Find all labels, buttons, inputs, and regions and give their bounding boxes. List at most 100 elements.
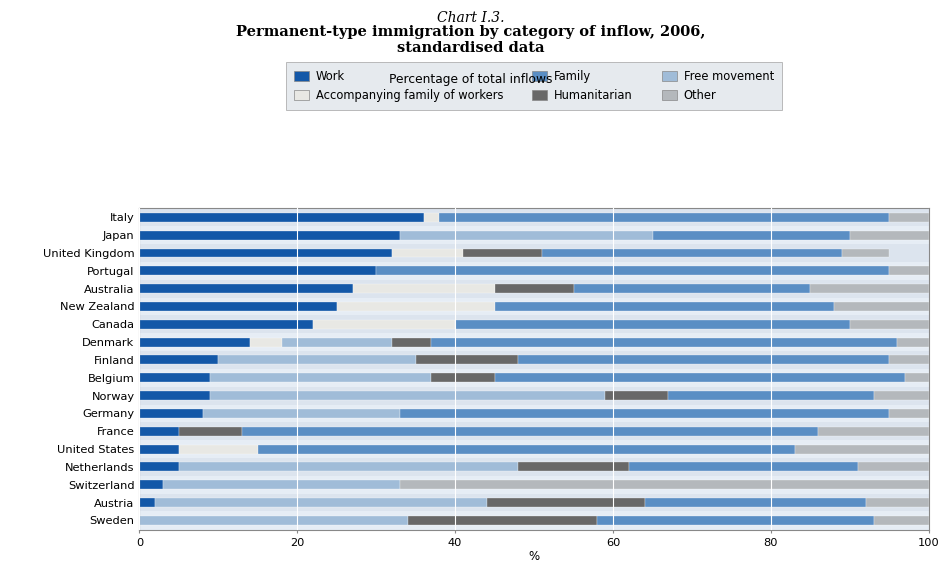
Bar [495,284,574,293]
Bar [139,333,929,351]
Bar [850,320,929,329]
Bar [139,226,929,244]
Bar [179,427,242,436]
Bar [889,213,929,222]
Bar [873,391,929,400]
Bar [542,249,842,257]
Bar [139,266,376,275]
Bar [463,249,542,257]
Bar [210,373,431,382]
Bar [897,338,929,347]
Bar [179,445,258,453]
Bar [408,516,597,525]
Bar [139,512,929,529]
Bar [139,391,210,400]
Bar [203,409,400,418]
Bar [337,302,495,311]
Bar [668,391,873,400]
Bar [431,338,897,347]
Bar [858,462,929,471]
Bar [424,213,439,222]
Bar [139,284,352,293]
Bar [139,409,203,418]
Bar [139,244,929,262]
Bar [139,445,179,453]
Bar [431,373,495,382]
Legend: Work, Accompanying family of workers, Family, Humanitarian, Free movement, Other: Work, Accompanying family of workers, Fa… [286,62,782,109]
Bar [415,356,518,365]
Bar [352,284,495,293]
Bar [139,320,313,329]
Bar [574,284,810,293]
Bar [155,498,487,507]
Bar [163,480,400,489]
Bar [518,462,629,471]
Bar [139,404,929,422]
Bar [139,351,929,369]
Bar [644,498,866,507]
Bar [242,427,819,436]
Bar [392,249,463,257]
Bar [842,249,889,257]
Bar [866,498,929,507]
Bar [834,302,929,311]
Bar [889,409,929,418]
Bar [139,494,929,512]
Bar [629,462,858,471]
Text: Chart I.3.: Chart I.3. [437,11,505,25]
Bar [139,480,163,489]
Bar [179,462,518,471]
Bar [139,422,929,440]
Bar [139,262,929,280]
Bar [139,231,400,240]
Bar [139,356,219,365]
Bar [139,213,424,222]
Bar [495,373,905,382]
Bar [376,266,889,275]
Bar [905,373,929,382]
Bar [139,498,155,507]
X-axis label: %: % [528,550,540,561]
Text: Permanent-type immigration by category of inflow, 2006,
standardised data: Permanent-type immigration by category o… [236,25,706,56]
Bar [139,297,929,315]
Bar [873,516,929,525]
Bar [250,338,282,347]
Bar [139,387,929,404]
Bar [139,440,929,458]
Bar [139,280,929,297]
Bar [219,356,415,365]
Bar [139,338,250,347]
Bar [889,266,929,275]
Bar [889,356,929,365]
Bar [487,498,644,507]
Bar [139,476,929,494]
Bar [139,462,179,471]
Bar [810,284,929,293]
Bar [819,427,929,436]
Bar [400,231,653,240]
Text: Percentage of total inflows: Percentage of total inflows [389,73,553,86]
Bar [139,302,337,311]
Bar [850,231,929,240]
Bar [258,445,795,453]
Bar [597,516,873,525]
Bar [139,427,179,436]
Bar [400,480,929,489]
Bar [282,338,392,347]
Bar [139,369,929,387]
Bar [210,391,605,400]
Bar [139,516,408,525]
Bar [605,391,668,400]
Bar [439,213,889,222]
Bar [495,302,834,311]
Bar [518,356,889,365]
Bar [139,315,929,333]
Bar [139,458,929,476]
Bar [392,338,431,347]
Bar [400,409,889,418]
Bar [139,209,929,226]
Bar [139,249,392,257]
Bar [455,320,850,329]
Bar [795,445,929,453]
Bar [653,231,850,240]
